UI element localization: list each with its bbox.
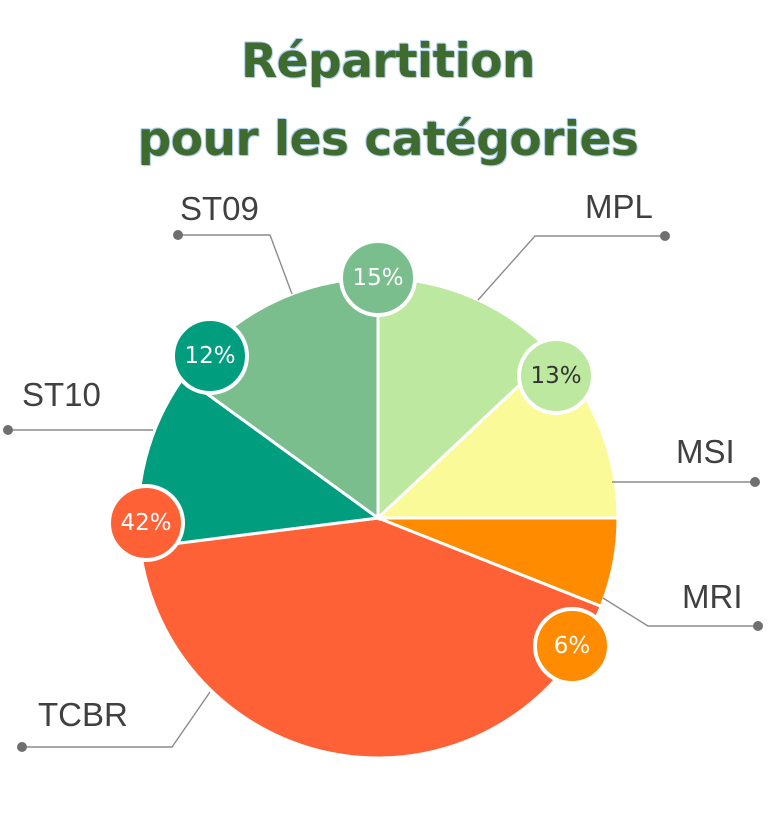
category-label-st10: ST10 bbox=[22, 376, 101, 413]
pie-slices bbox=[136, 276, 620, 760]
percent-label-tcbr: 42% bbox=[120, 510, 171, 536]
category-label-mpl: MPL bbox=[585, 188, 653, 225]
percent-badge-st09: 15% bbox=[339, 239, 417, 317]
chart-title-line1: Répartition bbox=[240, 34, 536, 89]
percent-label-mri: 6% bbox=[554, 633, 591, 659]
leader-line-mri bbox=[602, 597, 758, 627]
percent-badge-circle bbox=[533, 607, 611, 685]
leader-dot-st10 bbox=[3, 425, 13, 435]
leader-dot-tcbr bbox=[17, 742, 27, 752]
leader-dot-mri bbox=[753, 621, 763, 631]
chart-title-line2: pour les catégories bbox=[137, 112, 639, 167]
percent-badge-circle bbox=[107, 484, 185, 562]
leader-dot-st09 bbox=[173, 230, 183, 240]
leader-line-mpl bbox=[477, 235, 665, 301]
leader-dot-mpl bbox=[660, 231, 670, 241]
percent-label-mpl: 13% bbox=[530, 363, 581, 389]
category-label-tcbr: TCBR bbox=[38, 696, 128, 733]
percent-badge-circle bbox=[517, 337, 595, 415]
percent-label-st09: 15% bbox=[352, 265, 403, 291]
leader-line-tcbr bbox=[22, 691, 211, 748]
percent-badge-circle bbox=[339, 239, 417, 317]
percent-badge-st10: 12% bbox=[171, 317, 249, 395]
percent-label-st10: 12% bbox=[184, 343, 235, 369]
percent-badge-tcbr: 42% bbox=[107, 484, 185, 562]
pie-slice-tcbr bbox=[138, 516, 604, 760]
leader-line-st09 bbox=[178, 234, 293, 295]
percent-badge-circle bbox=[171, 317, 249, 395]
category-label-msi: MSI bbox=[676, 433, 735, 470]
percent-badge-mri: 6% bbox=[533, 607, 611, 685]
percent-badge-mpl: 13% bbox=[517, 337, 595, 415]
leader-dot-msi bbox=[750, 477, 760, 487]
category-label-mri: MRI bbox=[682, 578, 743, 615]
category-label-st09: ST09 bbox=[180, 190, 259, 227]
